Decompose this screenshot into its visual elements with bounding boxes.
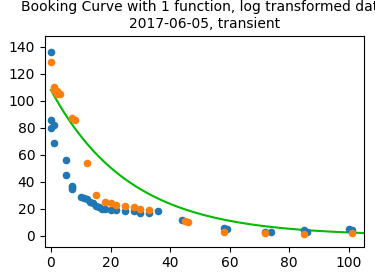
Point bbox=[48, 125, 54, 130]
Point bbox=[51, 86, 57, 91]
Title: Booking Curve with 1 function, log transformed data
2017-06-05, transient: Booking Curve with 1 function, log trans… bbox=[21, 1, 375, 31]
Point bbox=[122, 209, 128, 214]
Point bbox=[51, 123, 57, 127]
Point bbox=[146, 208, 152, 212]
Point bbox=[69, 185, 75, 189]
Point bbox=[69, 116, 75, 120]
Point bbox=[51, 88, 57, 92]
Point bbox=[262, 229, 268, 234]
Point bbox=[102, 207, 108, 211]
Point bbox=[84, 161, 90, 165]
Point bbox=[48, 60, 54, 64]
Point bbox=[262, 231, 268, 235]
Point bbox=[146, 211, 152, 215]
Point bbox=[346, 227, 352, 231]
Point bbox=[179, 217, 185, 222]
Point bbox=[78, 194, 84, 199]
Point bbox=[51, 140, 57, 145]
Point bbox=[57, 92, 63, 96]
Point bbox=[114, 208, 120, 212]
Point bbox=[84, 197, 90, 201]
Point bbox=[69, 184, 75, 188]
Point bbox=[224, 227, 230, 231]
Point bbox=[63, 173, 69, 177]
Point bbox=[108, 208, 114, 212]
Point bbox=[137, 207, 143, 211]
Point bbox=[108, 201, 114, 206]
Point bbox=[131, 209, 137, 214]
Point bbox=[131, 205, 137, 210]
Point bbox=[268, 229, 274, 234]
Point bbox=[63, 158, 69, 162]
Point bbox=[304, 229, 310, 234]
Point bbox=[102, 200, 108, 204]
Point bbox=[114, 202, 120, 207]
Point bbox=[54, 91, 60, 95]
Point bbox=[221, 225, 227, 230]
Point bbox=[122, 204, 128, 208]
Point bbox=[90, 201, 96, 206]
Point bbox=[221, 229, 227, 234]
Point bbox=[69, 186, 75, 191]
Point bbox=[137, 211, 143, 215]
Point bbox=[155, 209, 161, 214]
Point bbox=[51, 85, 57, 89]
Point bbox=[87, 200, 93, 204]
Point bbox=[93, 204, 99, 208]
Point bbox=[301, 232, 307, 237]
Point bbox=[349, 231, 355, 235]
Point bbox=[48, 50, 54, 54]
Point bbox=[54, 89, 60, 94]
Point bbox=[182, 219, 188, 223]
Point bbox=[349, 228, 355, 233]
Point bbox=[93, 193, 99, 198]
Point bbox=[54, 92, 60, 96]
Point bbox=[99, 207, 105, 211]
Point bbox=[72, 117, 78, 122]
Point bbox=[301, 228, 307, 233]
Point bbox=[48, 117, 54, 122]
Point bbox=[185, 220, 191, 224]
Point bbox=[81, 196, 87, 200]
Point bbox=[96, 205, 102, 210]
